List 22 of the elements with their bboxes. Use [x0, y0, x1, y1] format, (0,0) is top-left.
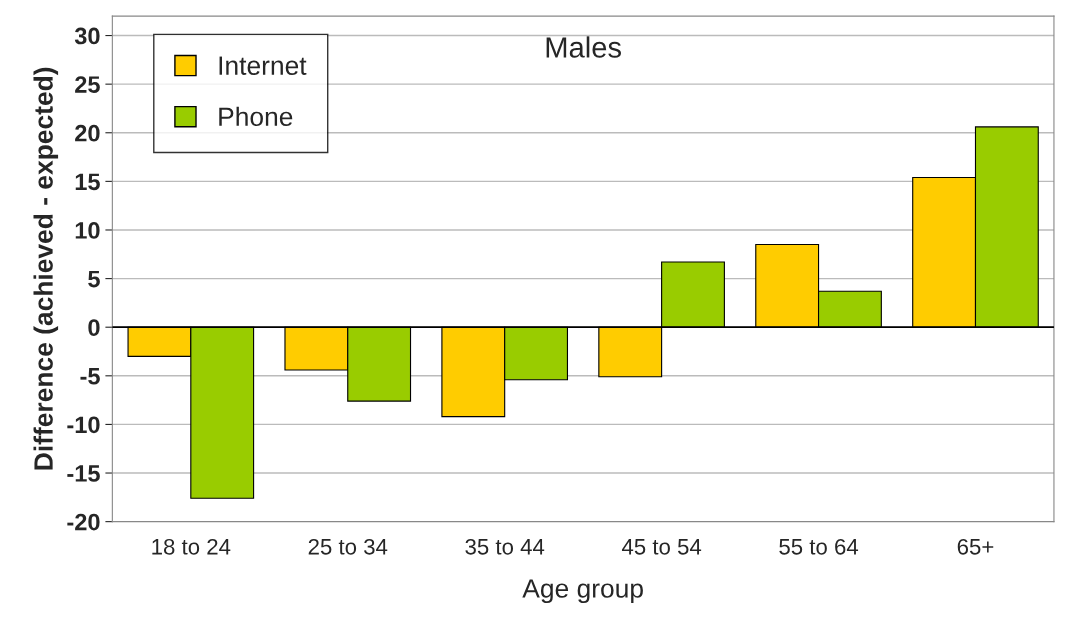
y-tick-label: 0 [88, 319, 100, 336]
legend-label: Internet [219, 56, 307, 75]
y-tick-label: -10 [67, 416, 100, 434]
x-tick-label: 35 to 44 [465, 538, 545, 555]
y-tick-label: 15 [75, 173, 100, 191]
x-tick-label: 25 to 34 [308, 538, 388, 555]
y-tick-label: 30 [74, 27, 100, 45]
x-axis-title: Age group [522, 579, 643, 604]
x-tick-label: 18 to 24 [152, 538, 231, 555]
y-axis-title: Difference (achieved - expected) [33, 67, 59, 470]
x-tick-label: 65+ [957, 538, 994, 555]
y-tick-label: -15 [67, 465, 100, 482]
x-tick-label: 55 to 64 [779, 538, 859, 555]
y-tick-label: -5 [80, 368, 100, 385]
y-tick-label: 25 [75, 76, 100, 93]
legend-label: Phone [219, 106, 293, 127]
y-tick-label: 10 [75, 222, 100, 239]
text: Males [546, 36, 621, 58]
y-tick-label: -20 [67, 513, 100, 531]
x-tick-label: 45 to 54 [621, 539, 702, 555]
y-tick-label: 5 [88, 270, 100, 288]
y-tick-label: 20 [75, 124, 100, 142]
